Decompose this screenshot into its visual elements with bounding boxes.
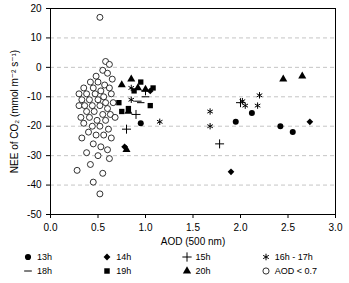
svg-text:1.0: 1.0 [139, 222, 153, 233]
svg-text:0.0: 0.0 [44, 222, 58, 233]
svg-text:2.5: 2.5 [281, 222, 295, 233]
html-text:16h - 17h: 16h - 17h [274, 252, 313, 262]
html-text:18h: 18h [37, 266, 52, 276]
svg-text:-20: -20 [27, 120, 42, 131]
svg-text:NEE of CO₂ (mmol m⁻² s⁻¹): NEE of CO₂ (mmol m⁻² s⁻¹) [9, 50, 20, 173]
svg-text:-50: -50 [27, 209, 42, 220]
html-text:13h: 13h [37, 252, 52, 262]
html-text:15h: 15h [195, 252, 211, 262]
svg-text:10: 10 [30, 32, 42, 43]
html-text:14h: 14h [116, 252, 132, 262]
html-text:20h: 20h [195, 266, 211, 276]
html-text:19h: 19h [116, 266, 132, 276]
svg-text:1.5: 1.5 [186, 222, 200, 233]
svg-text:0: 0 [36, 62, 42, 73]
svg-text:AOD (500 nm): AOD (500 nm) [161, 236, 225, 247]
svg-text:-40: -40 [27, 179, 42, 190]
svg-text:0.5: 0.5 [91, 222, 105, 233]
svg-text:20: 20 [30, 3, 42, 14]
html-text:AOD < 0.7: AOD < 0.7 [274, 266, 317, 276]
svg-text:-30: -30 [27, 150, 42, 161]
svg-text:-10: -10 [27, 91, 42, 102]
svg-text:2.0: 2.0 [234, 222, 248, 233]
svg-text:3.0: 3.0 [329, 222, 343, 233]
